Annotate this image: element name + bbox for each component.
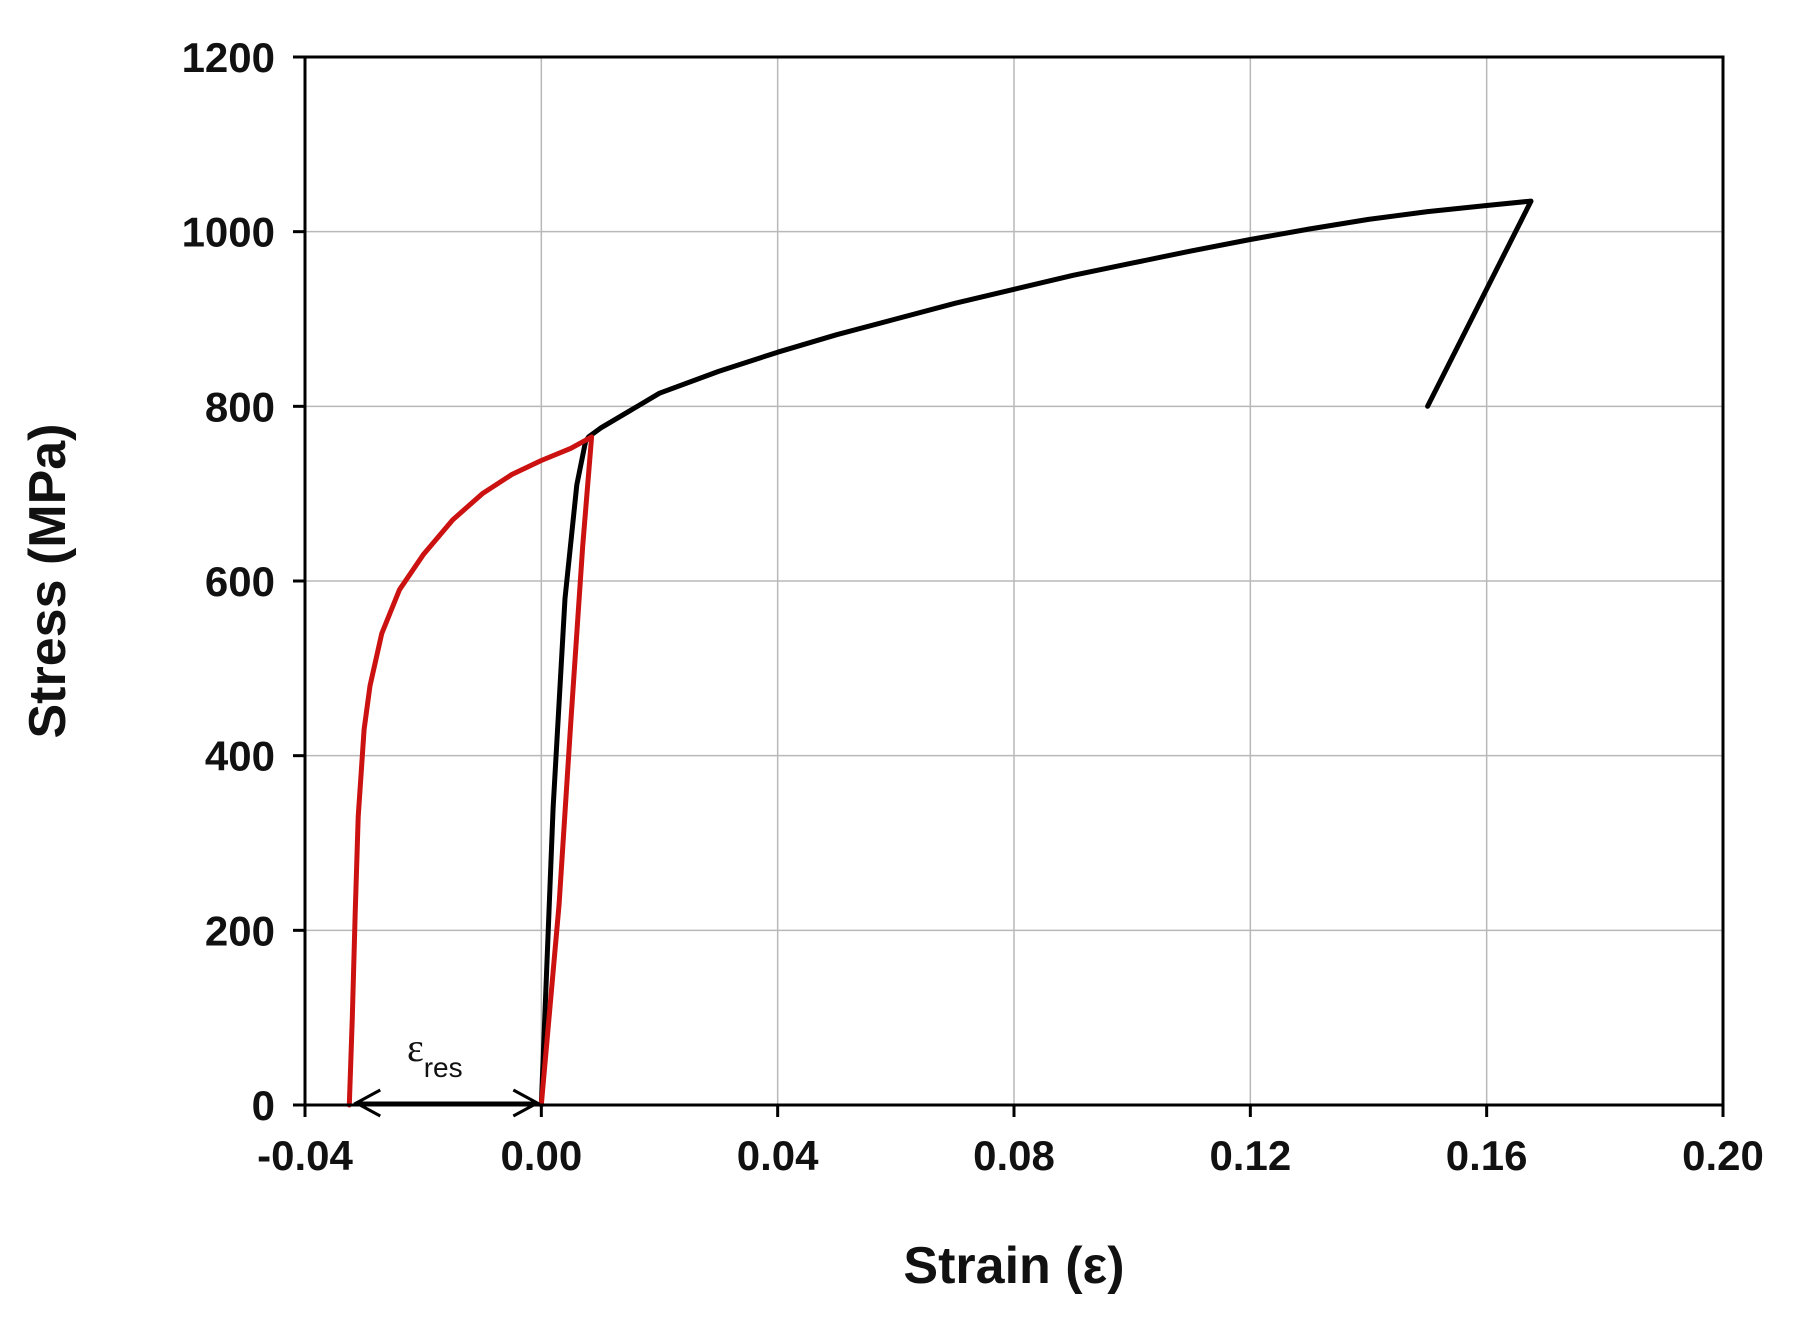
x-tick-label: -0.04 <box>257 1132 353 1179</box>
series-layer <box>346 198 1534 1108</box>
x-tick-label: 0.16 <box>1446 1132 1528 1179</box>
series-line-black <box>538 198 1534 1108</box>
x-tick-label: 0.20 <box>1682 1132 1764 1179</box>
y-tick-label: 400 <box>205 733 275 780</box>
y-tick-label: 600 <box>205 558 275 605</box>
x-tick-label: 0.00 <box>500 1132 582 1179</box>
y-tick-label: 1200 <box>182 34 275 81</box>
annotation-layer: εres <box>353 1025 541 1118</box>
y-tick-label: 0 <box>252 1082 275 1129</box>
annotation-arrowhead-left <box>353 1088 381 1118</box>
y-tick-label: 800 <box>205 383 275 430</box>
tick-labels: -0.04 0.00 0.04 0.08 0.12 0.16 0.20 0 200 400 600 8… <box>182 34 1764 1179</box>
y-tick-label: 1000 <box>182 209 275 256</box>
grid <box>304 56 1724 1106</box>
axes <box>293 55 1725 1117</box>
series-line-red <box>346 434 595 1108</box>
annotation-label: εres <box>407 1025 463 1083</box>
y-axis-title: Stress (MPa) <box>19 424 77 739</box>
x-axis-title: Strain (ε) <box>903 1237 1124 1295</box>
x-tick-label: 0.12 <box>1209 1132 1291 1179</box>
annotation-arrowhead-right <box>512 1088 541 1118</box>
y-tick-label: 200 <box>205 907 275 954</box>
x-tick-label: 0.04 <box>737 1132 819 1179</box>
x-tick-label: 0.08 <box>973 1132 1055 1179</box>
annotation-subscript: res <box>424 1052 463 1083</box>
